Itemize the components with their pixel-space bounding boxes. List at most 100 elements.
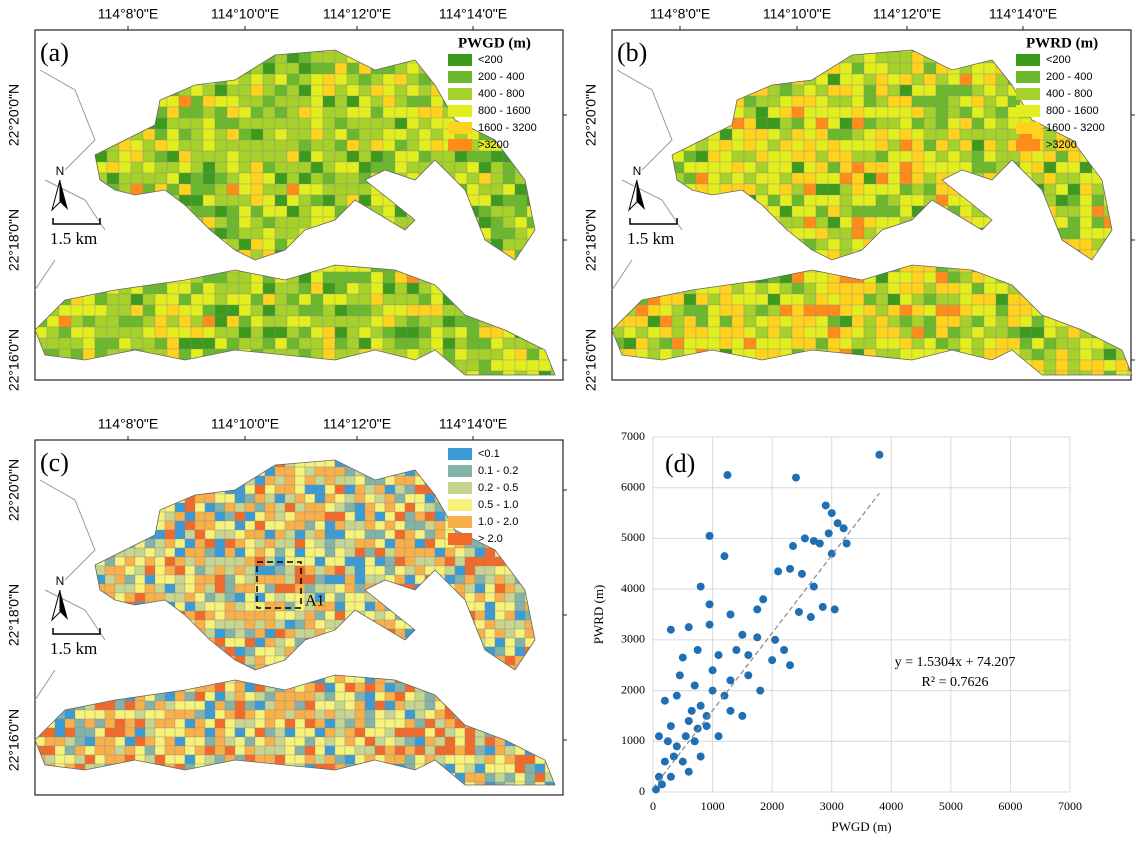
map-zone [323,283,335,294]
map-zone [828,129,840,140]
map-zone [395,294,407,305]
map-zone [395,283,407,294]
map-zone [83,316,95,327]
map-zone [419,316,431,327]
map-zone [215,701,225,710]
map-zone [792,107,804,118]
map-zone [325,683,335,692]
map-zone [527,360,539,371]
map-zone [375,530,385,539]
legend-title: PWGD (m) [458,35,531,51]
map-zone [355,737,365,746]
map-zone [395,737,405,746]
map-zone [415,566,425,575]
map-zone [325,494,335,503]
map-zone [215,584,225,593]
map-zone [265,638,275,647]
map-zone [245,629,255,638]
map-zone [263,239,275,250]
map-zone [768,118,780,129]
map-zone [936,107,948,118]
map-zone [119,338,131,349]
map-zone [143,294,155,305]
map-zone [912,118,924,129]
map-zone [525,773,535,782]
map-zone [71,338,83,349]
map-zone [385,548,395,557]
map-zone [119,294,131,305]
map-zone [335,283,347,294]
map-zone [1020,305,1032,316]
map-zone [876,206,888,217]
map-zone [936,96,948,107]
map-zone [900,173,912,184]
map-zone [305,476,315,485]
map-zone [455,737,465,746]
map-zone [395,129,407,140]
map-zone [383,316,395,327]
map-zone [83,338,95,349]
map-zone [371,129,383,140]
map-zone [347,283,359,294]
map-zone [395,710,405,719]
map-zone [239,195,251,206]
map-zone [359,184,371,195]
map-zone [371,305,383,316]
map-zone [888,184,900,195]
map-zone [1020,151,1032,162]
map-zone [203,294,215,305]
map-zone [355,494,365,503]
map-zone [996,338,1008,349]
map-zone [145,584,155,593]
map-zone [287,206,299,217]
map-zone [285,584,295,593]
map-zone [419,129,431,140]
map-zone [539,360,551,371]
map-zone [295,620,305,629]
map-zone [395,548,405,557]
map-zone [165,710,175,719]
map-zone [465,773,475,782]
map-zone [347,173,359,184]
map-zone [265,602,275,611]
map-zone [311,184,323,195]
map-zone [245,692,255,701]
map-zone [876,162,888,173]
map-zone [55,719,65,728]
map-zone [1068,349,1080,360]
map-zone [179,338,191,349]
map-zone [191,140,203,151]
map-zone [85,755,95,764]
map-zone [876,52,888,63]
map-zone [335,683,345,692]
map-zone [135,566,145,575]
map-zone [1056,162,1068,173]
map-zone [275,338,287,349]
map-zone [708,316,720,327]
map-zone [135,701,145,710]
map-zone [287,294,299,305]
map-zone [395,575,405,584]
map-zone [85,737,95,746]
map-zone [275,217,287,228]
map-zone [425,539,435,548]
map-zone [195,494,205,503]
map-zone [205,566,215,575]
map-zone [245,683,255,692]
lon-label: 114°14'0"E [439,6,507,22]
map-zone [924,327,936,338]
map-zone [445,548,455,557]
map-zone [335,140,347,151]
map-zone [195,593,205,602]
map-zone [245,593,255,602]
map-zone [311,206,323,217]
map-zone [864,316,876,327]
map-zone [355,530,365,539]
map-zone [131,327,143,338]
map-zone [265,548,275,557]
map-zone [876,327,888,338]
map-zone [179,118,191,129]
map-zone [828,294,840,305]
map-zone [227,173,239,184]
map-zone [265,566,275,575]
